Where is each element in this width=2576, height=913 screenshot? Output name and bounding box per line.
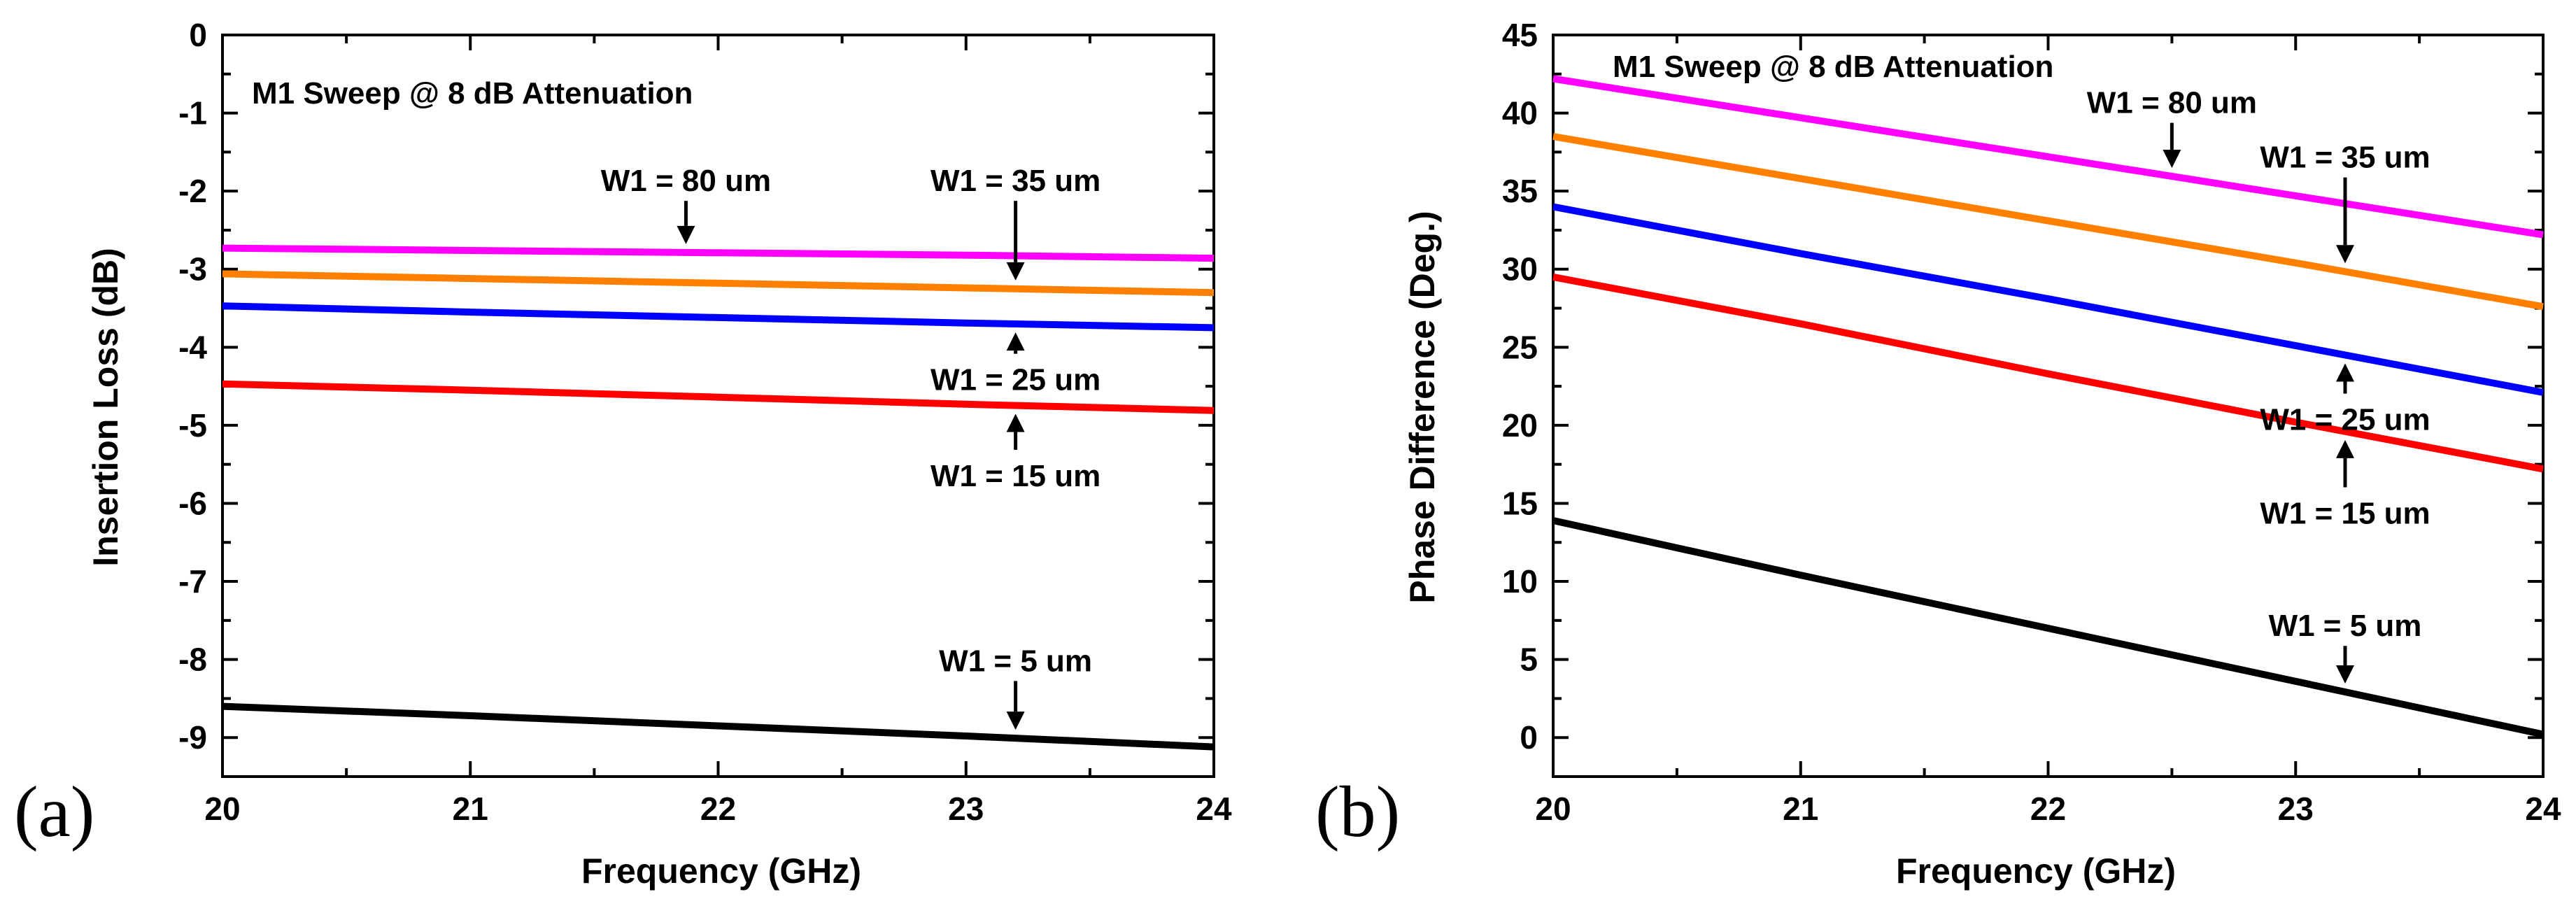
- panel-b-y-tick-label: 10: [1502, 563, 1538, 600]
- panel-a-x-tick-label: 24: [1196, 791, 1232, 827]
- panel-b-y-tick-label: 40: [1502, 95, 1538, 132]
- panel-a-annotation-arrow-head: [1006, 262, 1025, 281]
- panel-b-series-w1-80-um: [1552, 75, 2544, 239]
- panel-a-y-tick-label: -8: [178, 642, 207, 678]
- panel-a-annotation-w1-25-um: W1 = 25 um: [930, 363, 1101, 397]
- panel-a-annotation-w1-5-um: W1 = 5 um: [939, 644, 1092, 678]
- panel-b-y-axis-label: Phase Difference (Deg.): [1403, 211, 1442, 603]
- panel-a-y-tick-label: -2: [178, 173, 207, 209]
- panel-a-y-tick-label: -9: [178, 719, 207, 756]
- panel-a-series-w1-5-um: [222, 702, 1215, 751]
- panel-a-label: (a): [14, 772, 94, 852]
- panel-a-x-tick-label: 22: [700, 791, 736, 827]
- panel-a-series-w1-35-um: [222, 270, 1215, 297]
- panel-a-annotation-w1-15-um: W1 = 15 um: [930, 459, 1101, 493]
- panel-a-series-w1-15-um: [222, 380, 1215, 414]
- panel-a-y-tick-label: -3: [178, 251, 207, 288]
- panel-b-annotation-arrow-head: [2336, 363, 2354, 382]
- panel-b-annotation-arrow-head: [2336, 245, 2354, 264]
- panel-a-annotation-arrow-head: [1006, 712, 1025, 730]
- panel-a: (a) M1 Sweep @ 8 dB Attenuation Frequenc…: [14, 17, 1232, 891]
- panel-b-y-tick-label: 45: [1502, 17, 1538, 53]
- panel-b-annotation-w1-35-um: W1 = 35 um: [2260, 141, 2430, 175]
- panel-b-x-tick-label: 23: [2278, 791, 2314, 827]
- panel-b-y-tick-label: 0: [1520, 719, 1538, 756]
- panel-b-x-tick-label: 24: [2525, 791, 2561, 827]
- panel-b-label: (b): [1315, 772, 1400, 852]
- panel-b-title: M1 Sweep @ 8 dB Attenuation: [1613, 50, 2053, 84]
- panel-a-annotation-arrow-head: [1006, 413, 1025, 432]
- panel-b-x-tick-label: 21: [1783, 791, 1818, 827]
- panel-b-y-tick-label: 35: [1502, 173, 1538, 209]
- panel-a-y-tick-label: 0: [189, 17, 207, 53]
- panel-a-y-tick-label: -4: [178, 329, 207, 365]
- panel-b-annotation-w1-80-um: W1 = 80 um: [2087, 86, 2257, 120]
- panel-a-annotation-arrow-head: [1006, 332, 1025, 351]
- panel-b-x-axis-label: Frequency (GHz): [1896, 851, 2176, 891]
- panel-b-annotation-w1-5-um: W1 = 5 um: [2269, 609, 2422, 643]
- panel-b-annotation-arrow-head: [2163, 149, 2181, 168]
- panel-a-x-tick-label: 23: [948, 791, 984, 827]
- panel-a-annotation-arrow-head: [677, 225, 695, 244]
- panel-b-annotation-w1-25-um: W1 = 25 um: [2260, 403, 2430, 437]
- panel-b-y-tick-label: 25: [1502, 329, 1538, 365]
- panel-b-series-w1-25-um: [1552, 203, 2544, 396]
- panel-a-annotation-w1-80-um: W1 = 80 um: [601, 164, 771, 198]
- panel-a-series-w1-80-um: [222, 244, 1215, 262]
- panel-b-series-w1-15-um: [1552, 273, 2544, 473]
- panel-a-annotation-w1-35-um: W1 = 35 um: [930, 164, 1101, 198]
- panel-b-annotation-arrow-head: [2336, 665, 2354, 684]
- panel-b-y-tick-label: 20: [1502, 407, 1538, 444]
- panel-b-x-tick-label: 20: [1535, 791, 1571, 827]
- panel-b-series-w1-35-um: [1552, 133, 2544, 311]
- panel-a-y-tick-label: -5: [178, 407, 207, 444]
- panel-a-y-axis-label: Insertion Loss (dB): [86, 248, 125, 567]
- panel-a-title: M1 Sweep @ 8 dB Attenuation: [252, 76, 693, 111]
- panel-b-x-tick-label: 22: [2030, 791, 2066, 827]
- panel-a-x-tick-label: 21: [453, 791, 488, 827]
- panel-b-y-tick-label: 5: [1520, 642, 1538, 678]
- panel-b-annotation-arrow-head: [2336, 439, 2354, 458]
- panel-a-y-tick-label: -7: [178, 563, 207, 600]
- panel-b-y-tick-label: 15: [1502, 485, 1538, 521]
- panel-b-series-w1-5-um: [1552, 517, 2545, 738]
- panel-b-y-tick-label: 30: [1502, 251, 1538, 288]
- panel-a-x-tick-label: 20: [204, 791, 240, 827]
- panel-a-series-w1-25-um: [222, 302, 1215, 332]
- panel-b: (b) M1 Sweep @ 8 dB Attenuation Frequenc…: [1315, 17, 2561, 891]
- panel-b-annotation-w1-15-um: W1 = 15 um: [2260, 496, 2430, 530]
- panel-a-y-tick-label: -6: [178, 485, 207, 521]
- panel-a-x-axis-label: Frequency (GHz): [581, 851, 861, 891]
- panel-a-y-tick-label: -1: [178, 95, 207, 132]
